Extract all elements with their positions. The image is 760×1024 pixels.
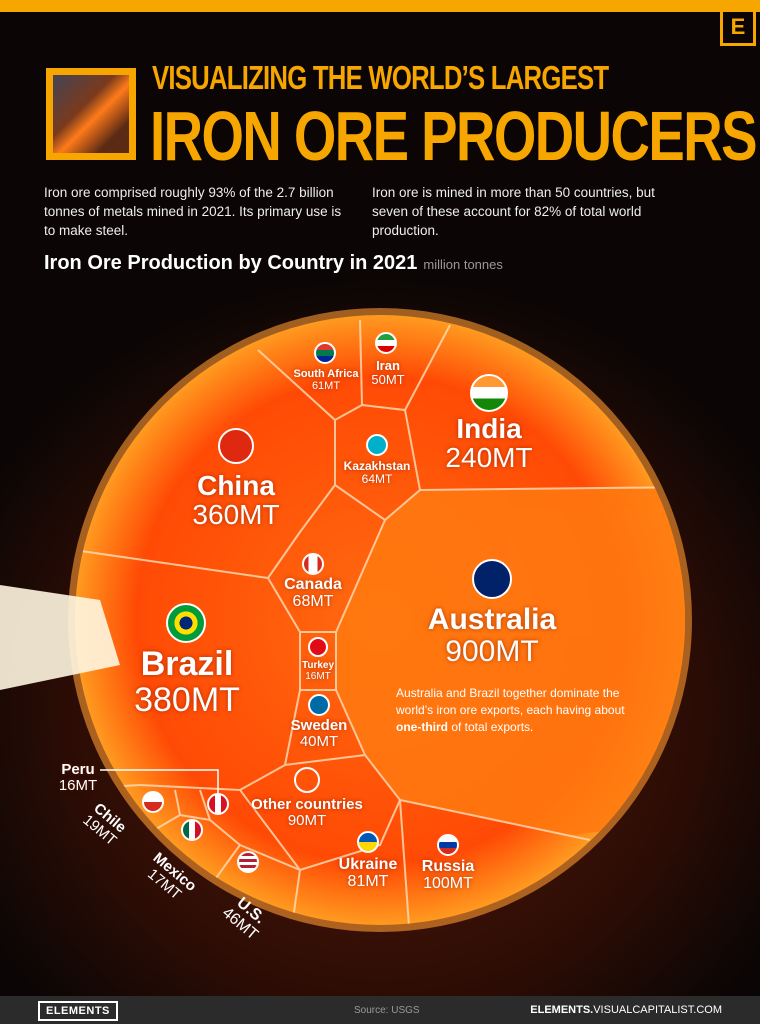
turkey-flag-icon xyxy=(308,637,328,657)
ukraine-flag-icon xyxy=(357,831,379,853)
label-russia: Russia 100MT xyxy=(421,858,475,892)
india-flag-icon xyxy=(470,374,508,412)
brazil-flag-icon xyxy=(166,603,206,643)
label-south-africa: South Africa 61MT xyxy=(293,368,359,392)
label-iran: Iran 50MT xyxy=(371,358,405,387)
kicker: VISUALIZING THE WORLD’S LARGEST xyxy=(152,59,609,96)
iran-flag-icon xyxy=(375,332,397,354)
label-peru: Peru 16MT xyxy=(58,761,98,794)
label-turkey: Turkey 16MT xyxy=(301,660,335,682)
australia-flag-icon xyxy=(472,559,512,599)
page-title: IRON ORE PRODUCERS xyxy=(150,97,758,175)
border-canada xyxy=(267,519,386,633)
annotation: Australia and Brazil together dominate t… xyxy=(396,686,625,734)
border-ukraine xyxy=(399,799,411,925)
south-africa-flag-icon xyxy=(314,342,336,364)
intro-right: Iron ore is mined in more than 50 countr… xyxy=(372,185,655,238)
label-china: China 360MT xyxy=(192,470,280,531)
label-kazakhstan: Kazakhstan 64MT xyxy=(343,459,411,486)
label-other-countries: Other countries 90MT xyxy=(251,796,363,829)
label-brazil: Brazil 380MT xyxy=(134,645,240,719)
china-flag-icon xyxy=(218,428,254,464)
sweden-flag-icon xyxy=(308,694,330,716)
border-china xyxy=(75,349,336,580)
intro-left: Iron ore comprised roughly 93% of the 2.… xyxy=(44,185,342,238)
mexico-flag-icon xyxy=(181,819,203,841)
canada-flag-icon xyxy=(302,553,324,575)
label-sweden: Sweden 40MT xyxy=(290,717,348,750)
unit-label: million tonnes xyxy=(423,257,503,272)
site-url[interactable]: ELEMENTS.VISUALCAPITALIST.COM xyxy=(530,1004,722,1016)
footer: ELEMENTS Source: USGS ELEMENTS.VISUALCAP… xyxy=(0,996,760,1024)
label-ukraine: Ukraine 81MT xyxy=(338,856,398,890)
brand-logo: E xyxy=(720,12,756,46)
chart-title-text: Iron Ore Production by Country in 2021 xyxy=(44,252,418,274)
top-bar xyxy=(0,0,760,12)
light-beam xyxy=(0,585,120,690)
label-india: India 240MT xyxy=(445,413,533,474)
chile-flag-icon xyxy=(142,791,164,813)
chart-title: Iron Ore Production by Country in 2021 mi… xyxy=(44,252,503,275)
source: Source: USGS xyxy=(354,1005,420,1016)
border-sweden xyxy=(283,689,367,767)
russia-flag-icon xyxy=(437,834,459,856)
border-india xyxy=(419,486,685,491)
peru-flag-icon xyxy=(207,793,229,815)
border-turkey xyxy=(299,632,337,691)
kazakhstan-flag-icon xyxy=(366,434,388,456)
cell-australia xyxy=(336,487,685,835)
label-australia: Australia 900MT xyxy=(427,603,557,668)
label-canada: Canada 68MT xyxy=(284,576,342,610)
border-kazakhstan xyxy=(334,409,422,522)
footer-logo: ELEMENTS xyxy=(38,1001,118,1021)
molten-iron-image xyxy=(46,68,136,160)
peru-leader-line xyxy=(100,769,219,795)
us-flag-icon xyxy=(237,851,259,873)
globe-icon xyxy=(294,767,320,793)
